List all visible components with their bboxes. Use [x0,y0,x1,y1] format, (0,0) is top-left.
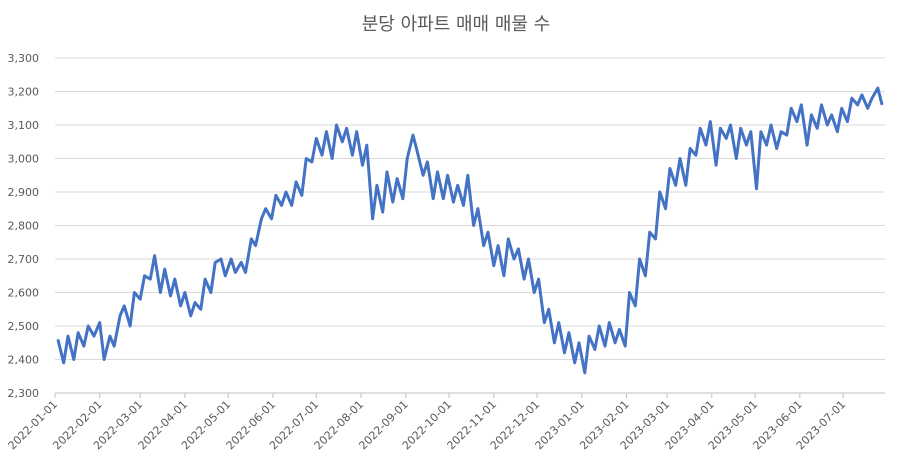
y-tick-label: 2,700 [8,253,40,266]
y-tick-label: 2,300 [8,387,40,400]
y-tick-label: 2,800 [8,220,40,233]
y-tick-label: 3,000 [8,153,40,166]
y-tick-label: 3,200 [8,86,40,99]
y-tick-label: 2,900 [8,186,40,199]
y-tick-label: 3,100 [8,119,40,132]
y-tick-label: 3,300 [8,52,40,65]
y-tick-label: 2,600 [8,287,40,300]
chart-title: 분당 아파트 매매 매물 수 [362,14,551,35]
data-line [56,86,884,375]
y-tick-label: 2,400 [8,354,40,367]
y-tick-label: 2,500 [8,320,40,333]
